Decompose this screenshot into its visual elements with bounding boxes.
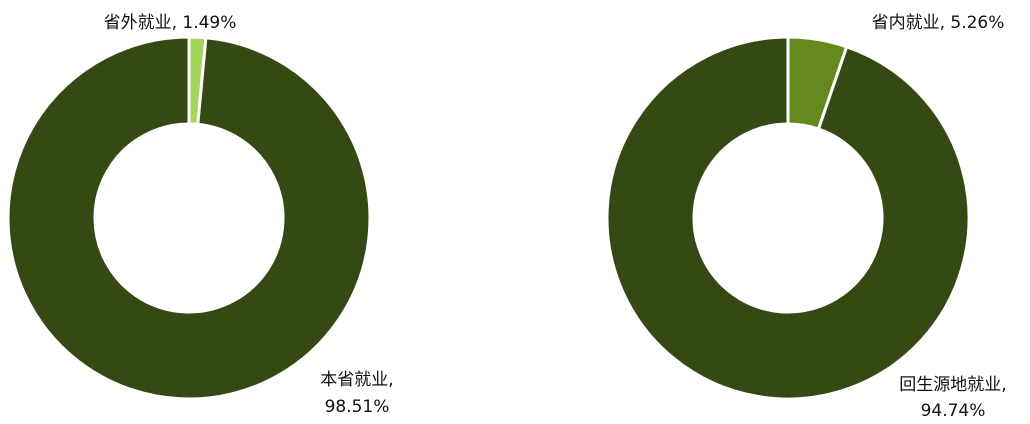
- slice-label-within-province: 省内就业, 5.26%: [872, 13, 1005, 33]
- slice-value-home-province: 98.51%: [325, 397, 390, 417]
- donut-chart-right: [605, 35, 971, 401]
- slice-value-origin-place: 94.74%: [921, 401, 986, 421]
- donut-slice-0-1: [6, 35, 372, 401]
- donut-slice-1-1: [605, 35, 971, 401]
- slice-label-origin-place: 回生源地就业,: [899, 375, 1006, 395]
- slice-label-outside-province: 省外就业, 1.49%: [104, 13, 237, 33]
- donut-chart-left: [6, 35, 372, 401]
- slice-label-home-province: 本省就业,: [320, 370, 393, 390]
